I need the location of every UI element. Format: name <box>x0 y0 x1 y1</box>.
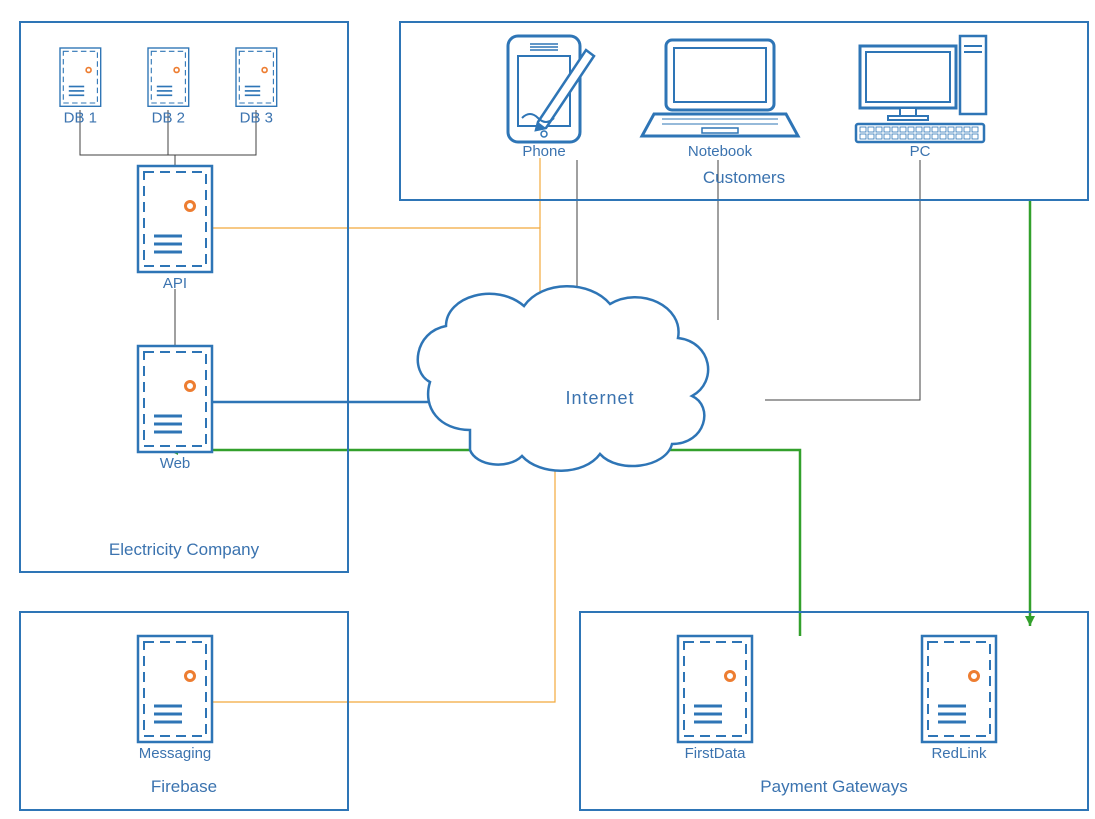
connector-line-green <box>168 450 800 636</box>
server-redlink <box>922 636 996 742</box>
device-label-phone: Phone <box>522 143 565 160</box>
server-web <box>138 346 212 452</box>
server-label-api: API <box>163 275 187 292</box>
device-notebook <box>642 40 798 136</box>
server-api <box>138 166 212 272</box>
device-pc <box>856 36 986 142</box>
device-phone <box>508 36 594 142</box>
device-label-pc: PC <box>910 143 931 160</box>
server-label-redlink: RedLink <box>931 745 987 762</box>
group-label-electricity: Electricity Company <box>109 540 260 559</box>
server-label-firstdata: FirstData <box>685 745 747 762</box>
cloud-label: Internet <box>565 388 634 408</box>
server-db1 <box>60 48 101 106</box>
server-label-web: Web <box>160 455 191 472</box>
server-db3 <box>236 48 277 106</box>
server-db2 <box>148 48 189 106</box>
server-label-db1: DB 1 <box>64 109 97 126</box>
cloud-internet <box>418 286 708 471</box>
server-firstdata <box>678 636 752 742</box>
server-label-db3: DB 3 <box>240 109 273 126</box>
group-label-customers: Customers <box>703 168 785 187</box>
server-messaging <box>138 636 212 742</box>
group-label-payment: Payment Gateways <box>760 777 907 796</box>
server-label-messaging: Messaging <box>139 745 212 762</box>
group-label-firebase: Firebase <box>151 777 217 796</box>
server-label-db2: DB 2 <box>152 109 185 126</box>
device-label-notebook: Notebook <box>688 143 753 160</box>
connector-line <box>765 160 920 400</box>
